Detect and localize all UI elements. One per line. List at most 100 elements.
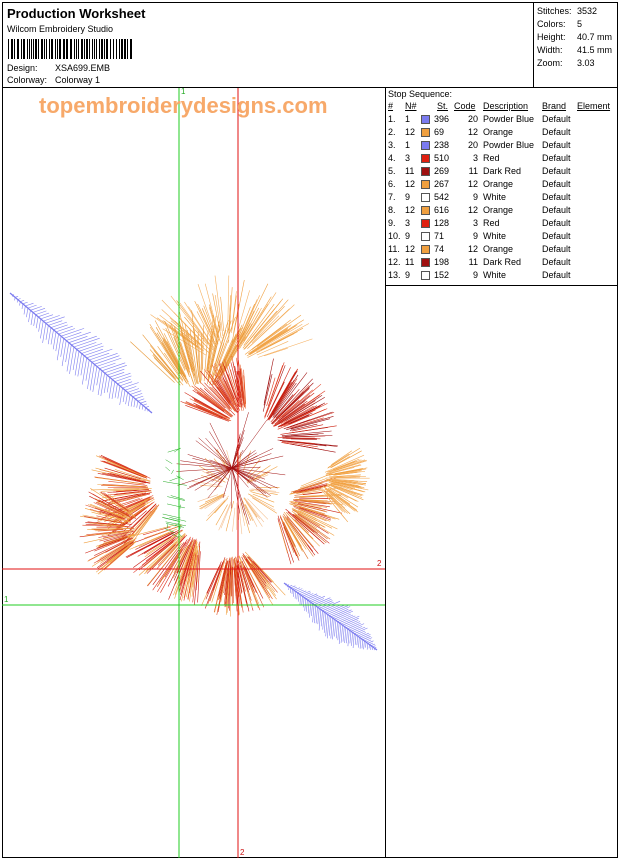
design-value: XSA699.EMB	[55, 63, 111, 73]
table-row: 7. 9 542 9 White Default	[386, 192, 618, 205]
row-needle: 9	[405, 192, 411, 202]
row-needle: 12	[405, 179, 416, 189]
color-swatch	[421, 167, 430, 176]
color-swatch	[421, 154, 430, 163]
table-row: 6. 12 267 12 Orange Default	[386, 179, 618, 192]
stat-zoom: Zoom: 3.03	[537, 58, 595, 68]
stop-sequence-rows: 1. 1 396 20 Powder Blue Default 2. 12 69 12 Orange…	[386, 114, 618, 283]
row-code: 11	[468, 166, 478, 176]
worksheet-header: Production Worksheet Wilcom Embroidery S…	[2, 2, 618, 88]
row-needle: 1	[405, 114, 411, 124]
stat-colors: Colors: 5	[537, 19, 583, 29]
row-needle: 3	[405, 153, 411, 163]
row-number: 10.	[388, 231, 401, 241]
row-code: 9	[472, 231, 478, 241]
color-swatch	[421, 193, 430, 202]
col-needle: N#	[405, 101, 417, 111]
row-number: 7.	[388, 192, 396, 202]
design-label: Design:	[7, 63, 38, 73]
col-brand: Brand	[542, 101, 567, 111]
row-stitches: 128	[434, 218, 450, 228]
row-description: Powder Blue	[483, 140, 535, 150]
colorway-row: Colorway: Colorway 1	[7, 75, 100, 85]
table-row: 4. 3 510 3 Red Default	[386, 153, 618, 166]
col-description: Description	[483, 101, 529, 111]
row-number: 2.	[388, 127, 396, 137]
row-description: Orange	[483, 127, 514, 137]
row-description: White	[483, 192, 507, 202]
row-number: 4.	[388, 153, 396, 163]
software-name: Wilcom Embroidery Studio	[7, 24, 114, 34]
row-brand: Default	[542, 257, 571, 267]
table-row: 8. 12 616 12 Orange Default	[386, 205, 618, 218]
row-code: 12	[467, 179, 478, 189]
row-description: Orange	[483, 205, 514, 215]
row-brand: Default	[542, 270, 571, 280]
color-swatch	[421, 271, 430, 280]
stop-sequence-header: # N# St. Code Description Brand Element	[386, 101, 618, 113]
table-row: 10. 9 71 9 White Default	[386, 231, 618, 244]
row-stitches: 542	[434, 192, 450, 202]
row-code: 12	[467, 244, 478, 254]
row-number: 13.	[388, 270, 401, 280]
page-title: Production Worksheet	[7, 6, 146, 21]
embroidery-design-image	[2, 88, 385, 858]
green-guide-marker-left: 1	[4, 595, 9, 604]
row-description: Powder Blue	[483, 114, 535, 124]
color-swatch	[421, 115, 430, 124]
row-brand: Default	[542, 166, 571, 176]
row-stitches: 510	[434, 153, 450, 163]
stats-panel: Stitches: 3532 Colors: 5 Height: 40.7 mm Wi…	[533, 2, 618, 88]
stop-sequence-title: Stop Sequence:	[388, 89, 453, 99]
color-swatch	[421, 245, 430, 254]
row-code: 3	[472, 218, 478, 228]
row-brand: Default	[542, 127, 571, 137]
row-needle: 9	[405, 231, 411, 241]
row-code: 3	[472, 153, 478, 163]
row-needle: 12	[405, 127, 416, 137]
row-brand: Default	[542, 231, 571, 241]
row-stitches: 152	[434, 270, 450, 280]
row-brand: Default	[542, 179, 571, 189]
table-row: 12. 11 198 11 Dark Red Default	[386, 257, 618, 270]
color-swatch	[421, 258, 430, 267]
watermark-text: topembroiderydesigns.com	[39, 93, 328, 118]
row-code: 12	[467, 127, 478, 137]
row-number: 12.	[388, 257, 401, 267]
col-num: #	[388, 101, 394, 111]
col-code: Code	[454, 101, 476, 111]
table-row: 2. 12 69 12 Orange Default	[386, 127, 618, 140]
table-row: 9. 3 128 3 Red Default	[386, 218, 618, 231]
row-description: White	[483, 270, 507, 280]
row-number: 8.	[388, 205, 396, 215]
row-code: 20	[467, 140, 478, 150]
row-code: 9	[472, 192, 478, 202]
leaf-top-left	[9, 292, 153, 414]
row-needle: 1	[405, 140, 411, 150]
row-stitches: 71	[434, 231, 445, 241]
col-stitches: St.	[437, 101, 449, 111]
row-needle: 11	[405, 166, 415, 176]
color-swatch	[421, 232, 430, 241]
row-stitches: 616	[434, 205, 450, 215]
row-number: 11.	[388, 244, 400, 254]
colorway-value: Colorway 1	[55, 75, 101, 85]
row-brand: Default	[542, 218, 571, 228]
stop-sequence-panel: Stop Sequence: # N# St. Code Description…	[386, 88, 618, 286]
row-brand: Default	[542, 244, 571, 254]
row-stitches: 238	[434, 140, 450, 150]
row-number: 1.	[388, 114, 396, 124]
row-brand: Default	[542, 205, 571, 215]
colorway-label: Colorway:	[7, 75, 48, 85]
row-brand: Default	[542, 153, 571, 163]
row-brand: Default	[542, 114, 571, 124]
red-guide-marker-bottom: 2	[240, 848, 245, 857]
row-number: 9.	[388, 218, 396, 228]
row-stitches: 396	[434, 114, 450, 124]
row-stitches: 267	[434, 179, 450, 189]
color-swatch	[421, 206, 430, 215]
row-needle: 9	[405, 270, 411, 280]
row-description: Dark Red	[483, 257, 522, 267]
table-row: 1. 1 396 20 Powder Blue Default	[386, 114, 618, 127]
table-row: 5. 11 269 11 Dark Red Default	[386, 166, 618, 179]
